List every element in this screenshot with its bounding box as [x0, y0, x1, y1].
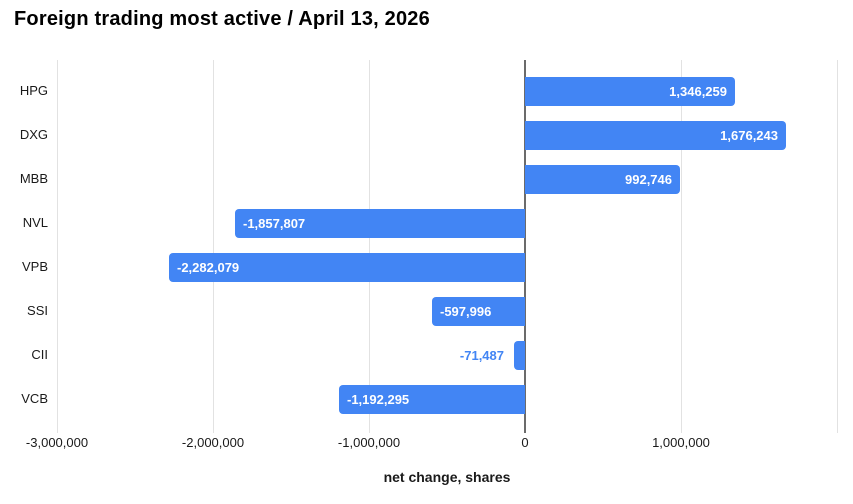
bar-value-label: -597,996 [440, 303, 492, 319]
bar-mbb: 992,746 [525, 164, 680, 194]
gridline [837, 60, 838, 433]
x-tick-label: -2,000,000 [181, 435, 245, 450]
bar-hpg: 1,346,259 [525, 76, 735, 106]
gridline [57, 60, 58, 433]
category-label-vcb: VCB [21, 391, 48, 406]
zero-gridline [524, 60, 526, 433]
x-tick-label: 0 [521, 435, 529, 450]
bar-value-label: -1,192,295 [347, 391, 410, 407]
bar-value-label: -2,282,079 [177, 259, 240, 275]
category-label-nvl: NVL [22, 215, 48, 230]
bar-value-label: 992,746 [625, 171, 672, 187]
category-label-dxg: DXG [19, 127, 48, 142]
bar-value-label: 1,676,243 [720, 127, 778, 143]
gridline [681, 60, 682, 433]
bar-value-label: -71,487 [459, 347, 504, 363]
bar-value-label: -1,857,807 [243, 215, 306, 231]
x-tick-label: -1,000,000 [337, 435, 401, 450]
x-tick-label: 1,000,000 [652, 435, 710, 450]
bar-dxg: 1,676,243 [525, 120, 786, 150]
x-tick-label: -3,000,000 [25, 435, 89, 450]
category-label-hpg: HPG [19, 83, 48, 98]
gridline [369, 60, 370, 433]
gridline [213, 60, 214, 433]
category-label-vpb: VPB [21, 259, 48, 274]
chart-title: Foreign trading most active / April 13, … [14, 8, 430, 30]
category-label-ssi: SSI [27, 303, 48, 318]
bar-cii [514, 340, 525, 370]
bar-vpb: -2,282,079 [169, 252, 525, 282]
category-label-cii: CII [31, 347, 48, 362]
x-axis-title: net change, shares [383, 469, 511, 485]
bar-vcb: -1,192,295 [339, 384, 525, 414]
bar-nvl: -1,857,807 [235, 208, 525, 238]
category-label-mbb: MBB [19, 171, 48, 186]
bar-ssi: -597,996 [432, 296, 525, 326]
bar-value-label: 1,346,259 [669, 83, 727, 99]
